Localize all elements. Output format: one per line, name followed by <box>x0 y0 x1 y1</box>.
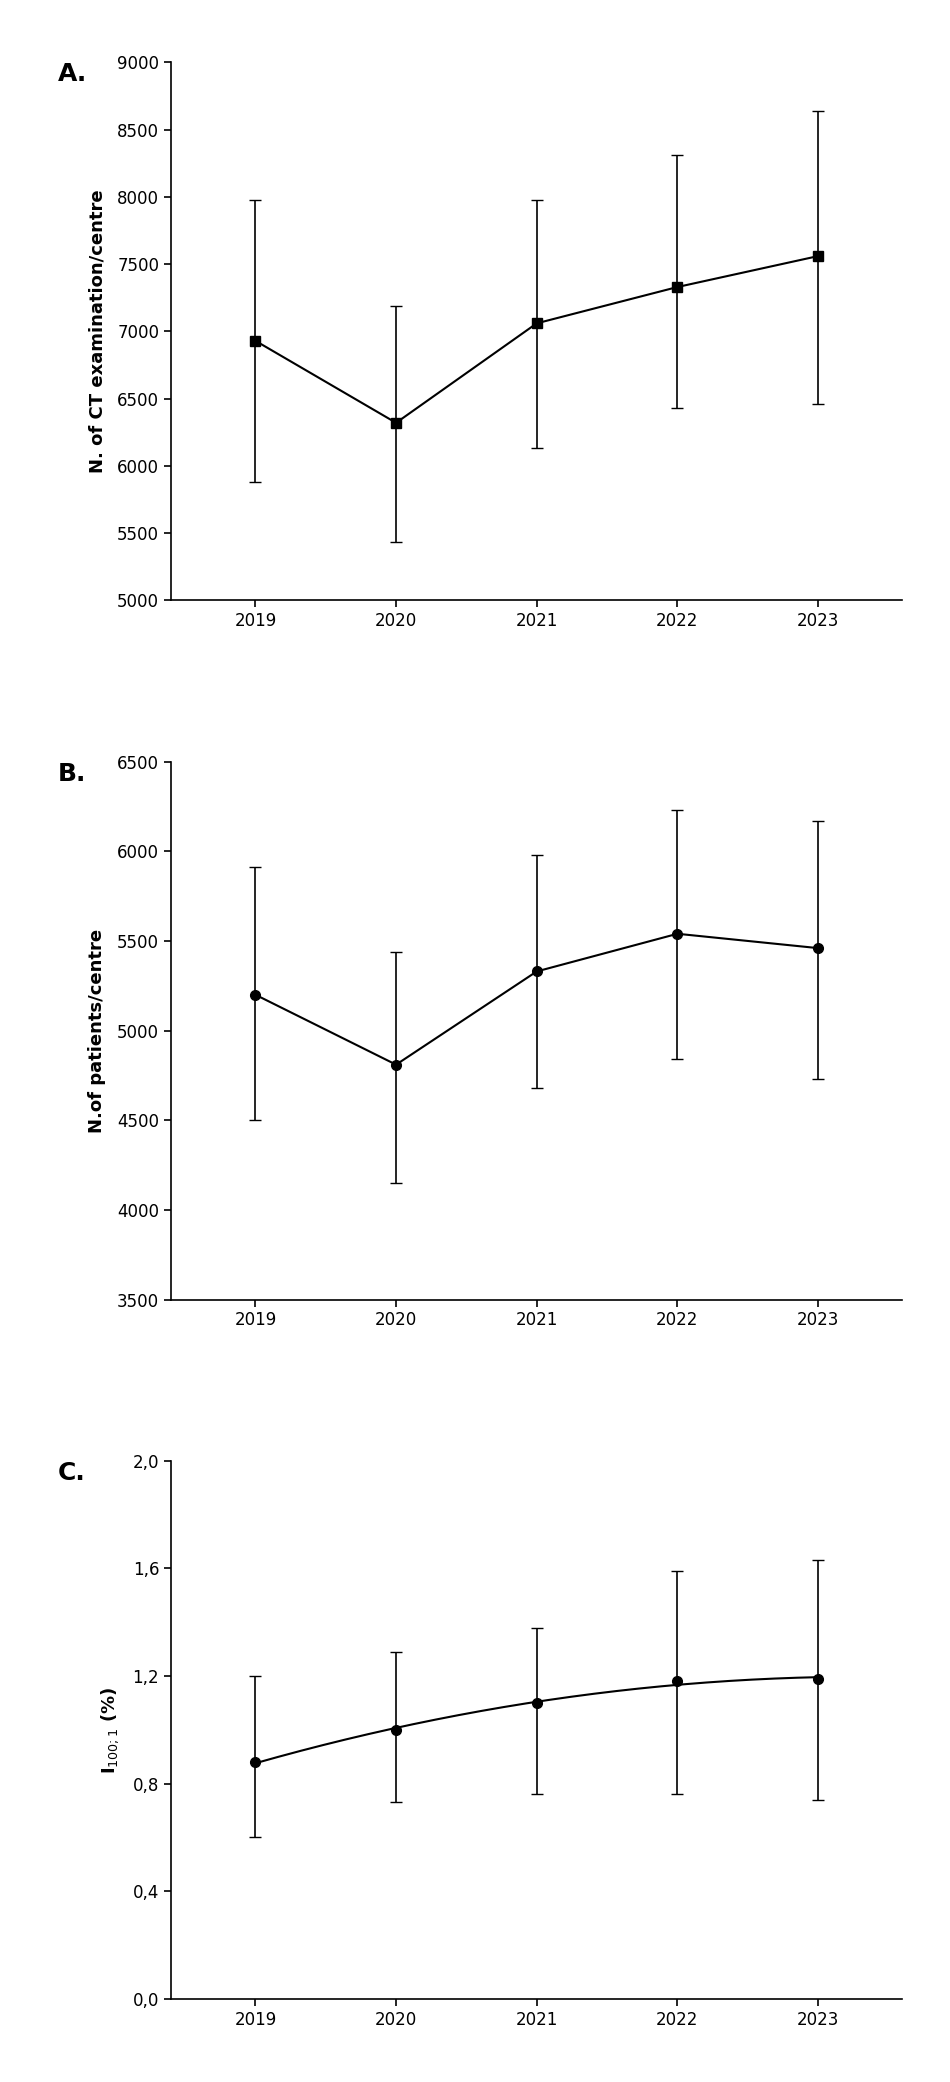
Text: A.: A. <box>58 62 86 87</box>
Text: C.: C. <box>58 1462 86 1484</box>
Text: B.: B. <box>58 762 86 785</box>
Y-axis label: I$_{100;1}$ (%): I$_{100;1}$ (%) <box>100 1686 122 1774</box>
Y-axis label: N.of patients/centre: N.of patients/centre <box>88 929 106 1133</box>
Y-axis label: N. of CT examination/centre: N. of CT examination/centre <box>88 189 106 473</box>
